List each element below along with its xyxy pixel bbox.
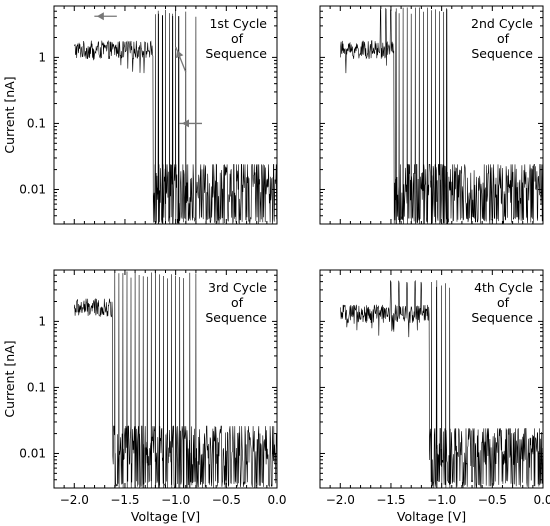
y-tick-label: 0.01 [19, 182, 46, 196]
direction-arrow [179, 119, 202, 128]
cycle-label-line-3: Sequence [471, 46, 533, 61]
panel-cycle-4: −2.0 −1.5 −1.0 −0.5 0.0 4th Cycle of Sequenc… [319, 269, 550, 524]
cycle-label-line-1: 4th Cycle [474, 280, 533, 295]
cycle-label-line-1: 1st Cycle [209, 16, 267, 31]
y-axis-ticks [320, 5, 543, 225]
y-axis-label: Current [nA] [2, 340, 17, 417]
y-axis-ticks [320, 269, 543, 489]
x-axis-ticks [53, 6, 278, 224]
current-trace [74, 271, 278, 489]
direction-arrow [175, 46, 187, 73]
cycle-label-line-1: 3rd Cycle [208, 280, 267, 295]
x-axis-ticks [319, 6, 544, 224]
cycle-label-line-2: of [231, 295, 244, 310]
y-tick-label: 0.1 [27, 116, 46, 130]
x-tick-label: −1.0 [427, 493, 456, 507]
direction-arrow [94, 12, 117, 21]
x-axis-ticks: −2.0 −1.5 −1.0 −0.5 0.0 [319, 270, 550, 507]
x-axis-label: Voltage [V] [397, 509, 466, 524]
cycle-label-line-3: Sequence [471, 310, 533, 325]
y-axis-ticks: 1 0.1 0.01 [19, 5, 277, 225]
x-tick-label: −2.0 [326, 493, 355, 507]
y-tick-label: 1 [38, 50, 46, 64]
arrow-annotations [94, 12, 202, 128]
x-tick-label: −1.0 [161, 493, 190, 507]
arrow-head [175, 50, 184, 59]
x-axis-label: Voltage [V] [131, 509, 200, 524]
current-trace [74, 9, 278, 225]
cycle-label-line-2: of [231, 31, 244, 46]
current-trace [340, 7, 544, 225]
x-tick-label: 0.0 [267, 493, 286, 507]
cycle-label-line-3: Sequence [205, 46, 267, 61]
x-axis-ticks: −2.0 −1.5 −1.0 −0.5 0.0 [53, 270, 287, 507]
x-tick-label: −0.5 [478, 493, 507, 507]
arrow-head [181, 119, 189, 128]
x-tick-label: −1.5 [376, 493, 405, 507]
x-tick-label: −0.5 [212, 493, 241, 507]
panel-cycle-2: 2nd Cycle of Sequence [319, 5, 544, 225]
panel-cycle-1: 1 0.1 0.01 1st Cycle of Sequence Current [… [2, 5, 278, 225]
cycle-label-line-2: of [497, 295, 510, 310]
y-axis-ticks: 1 0.1 0.01 [19, 269, 277, 489]
cycle-label-line-1: 2nd Cycle [471, 16, 533, 31]
x-tick-label: −2.0 [60, 493, 89, 507]
cycle-label-line-2: of [497, 31, 510, 46]
x-tick-label: −1.5 [110, 493, 139, 507]
y-tick-label: 0.01 [19, 446, 46, 460]
cycle-label-line-3: Sequence [205, 310, 267, 325]
y-axis-label: Current [nA] [2, 76, 17, 153]
current-trace [340, 279, 544, 489]
panel-cycle-3: 1 0.1 0.01 −2.0 −1.5 −1.0 −0.5 0.0 3rd Cycle o… [2, 269, 287, 524]
arrow-head [96, 12, 104, 21]
y-tick-label: 0.1 [27, 380, 46, 394]
y-tick-label: 1 [38, 314, 46, 328]
x-tick-label: 0.0 [533, 493, 550, 507]
